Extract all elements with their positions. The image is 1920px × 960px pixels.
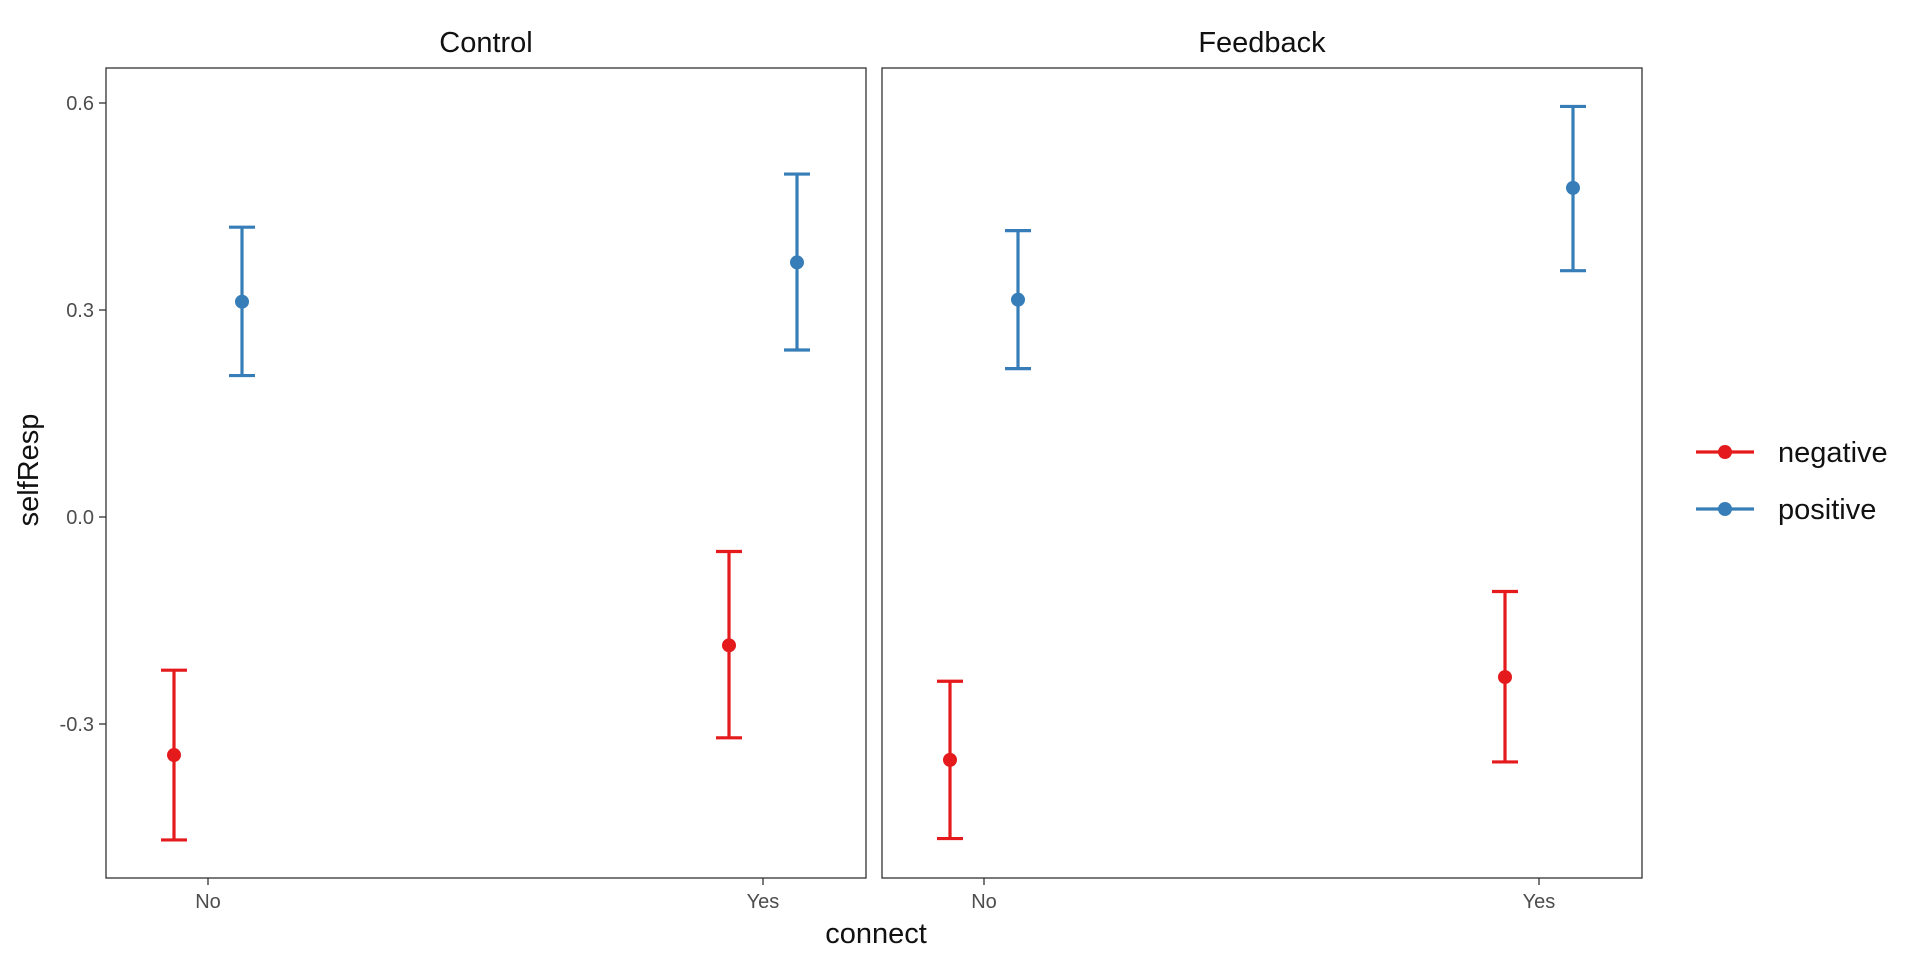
legend-key-point bbox=[1718, 502, 1732, 516]
point-positive bbox=[1011, 292, 1025, 307]
y-tick-label: 0.0 bbox=[66, 507, 94, 529]
legend-label: positive bbox=[1778, 494, 1876, 526]
facet-panel-feedback: Feedback No Yes bbox=[881, 27, 1643, 913]
x-tick-label: Yes bbox=[1523, 891, 1556, 913]
x-tick-label: No bbox=[195, 891, 221, 913]
legend-label: negative bbox=[1778, 437, 1888, 469]
point-positive bbox=[235, 294, 249, 309]
panel-border bbox=[105, 67, 867, 879]
point-positive bbox=[1566, 180, 1580, 195]
point-negative bbox=[722, 638, 736, 653]
point-negative bbox=[1498, 670, 1512, 685]
facet-title: Feedback bbox=[1198, 27, 1326, 59]
x-tick-label: No bbox=[971, 891, 997, 913]
legend-key-point bbox=[1718, 445, 1732, 459]
y-tick-label: 0.6 bbox=[66, 93, 94, 115]
y-tick-label: -0.3 bbox=[60, 714, 94, 736]
facet-title: Control bbox=[439, 27, 533, 59]
x-axis-title: connect bbox=[825, 918, 927, 950]
panel-border bbox=[881, 67, 1643, 879]
y-axis-title: selfResp bbox=[13, 414, 45, 527]
point-negative bbox=[167, 748, 181, 763]
point-positive bbox=[790, 255, 804, 270]
point-negative bbox=[943, 752, 957, 767]
x-tick-label: Yes bbox=[747, 891, 780, 913]
legend-item-negative: negative bbox=[1696, 437, 1888, 469]
legend-item-positive: positive bbox=[1696, 494, 1876, 526]
facet-panel-control: Control No Yes bbox=[105, 27, 867, 913]
y-tick-label: 0.3 bbox=[66, 300, 94, 322]
